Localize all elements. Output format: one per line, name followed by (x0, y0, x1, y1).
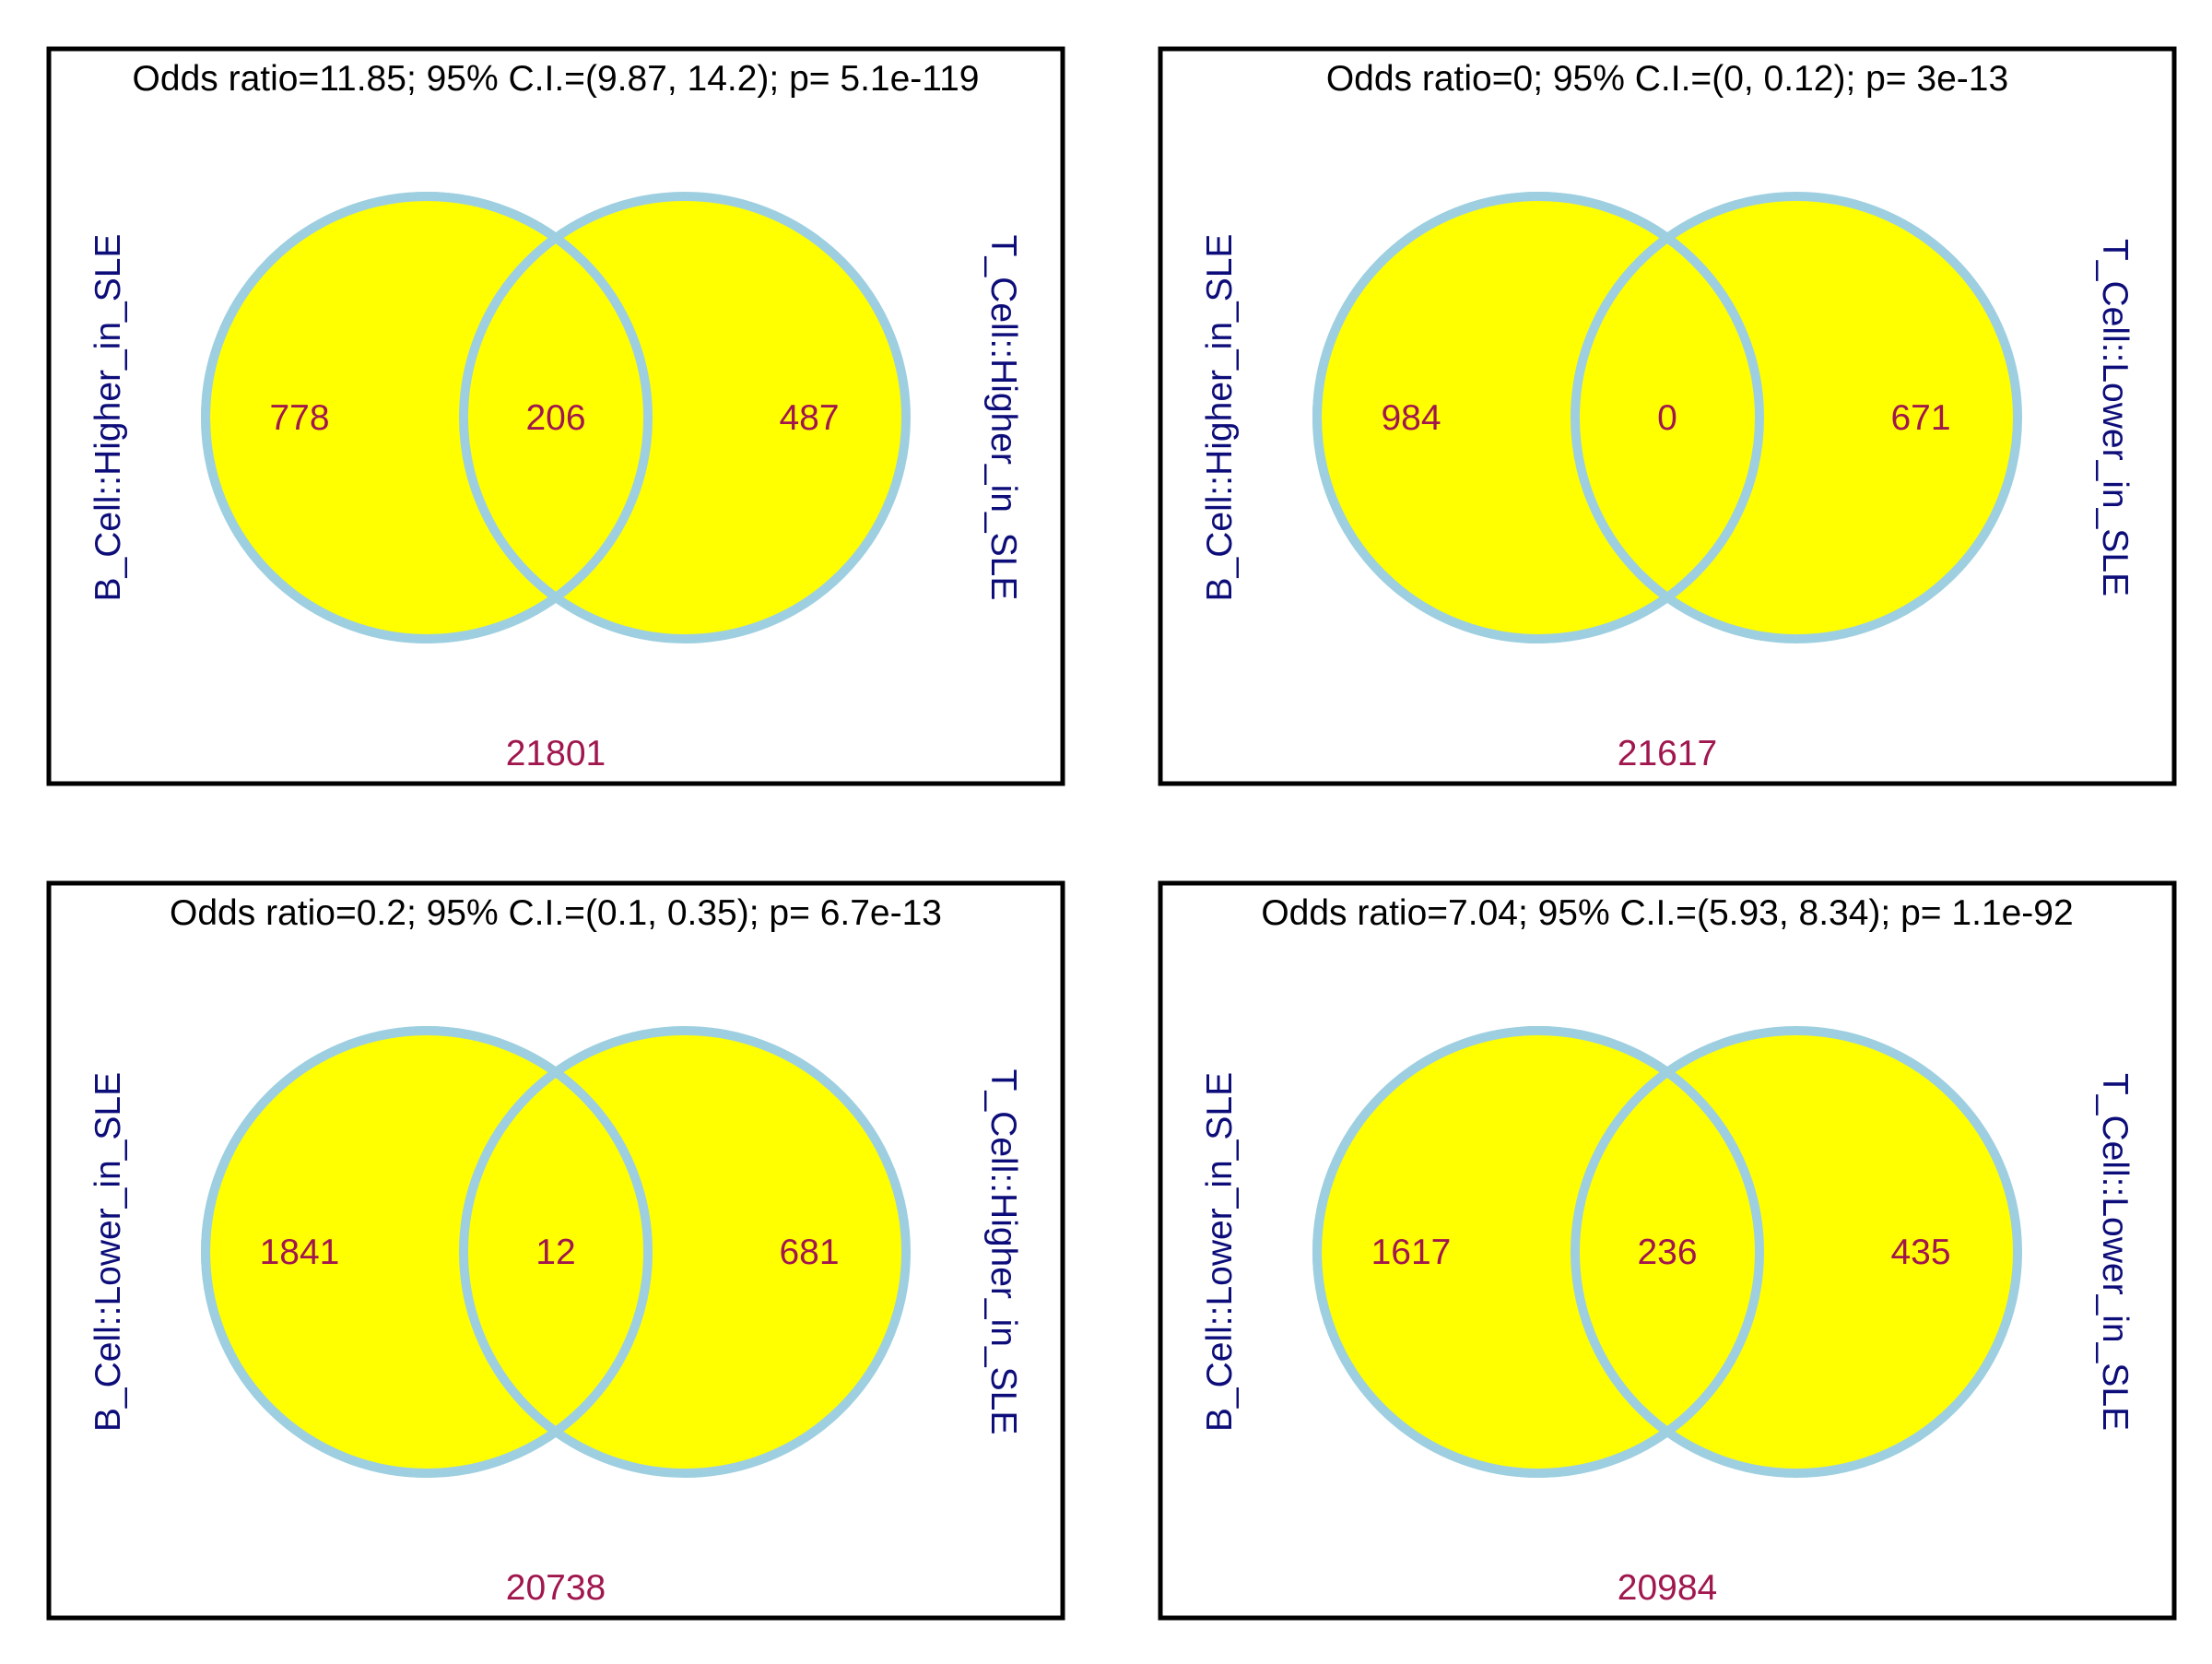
right-only-count: 681 (779, 1233, 839, 1272)
right-only-count: 671 (1890, 398, 1950, 438)
right-only-count: 487 (779, 398, 839, 438)
stat-title: Odds ratio=0; 95% C.I.=(0, 0.12); p= 3e-… (1326, 59, 2008, 99)
left-set-outline (1312, 1026, 1764, 1478)
stat-title: Odds ratio=11.85; 95% C.I.=(9.87, 14.2);… (133, 59, 980, 99)
outside-count: 20738 (506, 1568, 606, 1608)
left-set-label: B_Cell::Higher_in_SLE (88, 234, 128, 602)
right-only-count: 435 (1890, 1233, 1950, 1272)
right-set-label: T_Cell::Lower_in_SLE (2095, 1073, 2135, 1431)
stat-title: Odds ratio=0.2; 95% C.I.=(0.1, 0.35); p=… (170, 893, 942, 933)
left-set-label: B_Cell::Lower_in_SLE (88, 1072, 128, 1432)
outside-count: 21617 (1618, 734, 1717, 773)
right-set-label: T_Cell::Lower_in_SLE (2095, 239, 2135, 596)
right-set-circle (1571, 192, 2022, 643)
right-set-label: T_Cell::Higher_in_SLE (983, 235, 1023, 601)
outside-count: 20984 (1618, 1568, 1717, 1608)
left-set-outline (201, 192, 653, 643)
venn-panel-4: Odds ratio=7.04; 95% C.I.=(5.93, 8.34); … (1158, 880, 2177, 1621)
left-only-count: 1841 (260, 1233, 340, 1272)
stat-title: Odds ratio=7.04; 95% C.I.=(5.93, 8.34); … (1261, 893, 2073, 933)
venn-panel-3: Odds ratio=0.2; 95% C.I.=(0.1, 0.35); p=… (46, 880, 1065, 1621)
left-set-outline (1312, 192, 1764, 643)
venn-panel-2: Odds ratio=0; 95% C.I.=(0, 0.12); p= 3e-… (1158, 46, 2177, 786)
venn-panel-1: Odds ratio=11.85; 95% C.I.=(9.87, 14.2);… (46, 46, 1065, 786)
outside-count: 21801 (506, 734, 606, 773)
left-only-count: 778 (269, 398, 329, 438)
right-set-circle (1571, 1026, 2022, 1478)
left-set-label: B_Cell::Higher_in_SLE (1200, 234, 1240, 602)
left-set-outline (201, 1026, 653, 1478)
right-set-circle (459, 1026, 911, 1478)
left-set-label: B_Cell::Lower_in_SLE (1200, 1072, 1240, 1432)
overlap-count: 0 (1657, 398, 1677, 438)
right-set-circle (459, 192, 911, 643)
left-only-count: 1617 (1371, 1233, 1452, 1272)
overlap-count: 12 (535, 1233, 575, 1272)
overlap-count: 206 (525, 398, 585, 438)
right-set-label: T_Cell::Higher_in_SLE (983, 1069, 1023, 1435)
left-only-count: 984 (1381, 398, 1441, 438)
overlap-count: 236 (1637, 1233, 1697, 1272)
